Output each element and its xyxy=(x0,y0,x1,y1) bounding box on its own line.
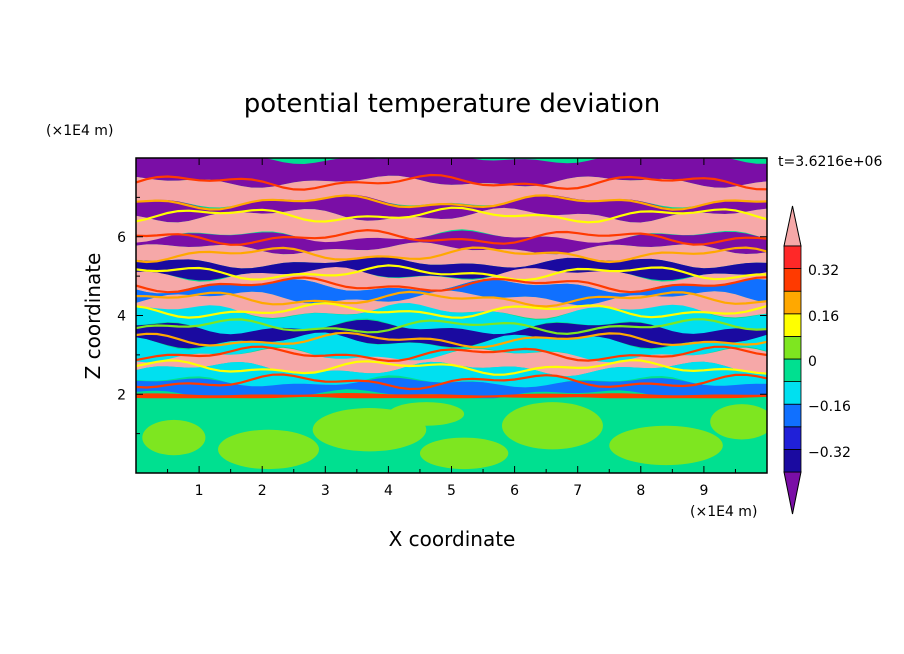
contour-streak xyxy=(136,246,767,264)
chart-title: potential temperature deviation xyxy=(244,89,660,119)
contour-band xyxy=(136,290,767,319)
contour-streak xyxy=(136,194,767,211)
colorbar-label: 0.32 xyxy=(808,263,839,279)
contour-streak xyxy=(136,228,767,246)
y-tick-label: 6 xyxy=(117,230,126,246)
contour-band xyxy=(136,393,767,400)
contour-band xyxy=(136,361,767,390)
contour-streak xyxy=(136,331,767,349)
x-unit-label: (×1E4 m) xyxy=(690,504,757,520)
contour-streak xyxy=(136,276,767,294)
contour-band xyxy=(136,158,767,188)
x-tick-label: 9 xyxy=(699,483,708,499)
x-tick-label: 4 xyxy=(384,483,393,499)
colorbar-swatch xyxy=(783,381,802,405)
x-tick-label: 1 xyxy=(195,483,204,499)
y-tick-label: 4 xyxy=(117,309,126,325)
colorbar-swatch xyxy=(783,313,802,337)
contour-field xyxy=(136,158,767,473)
x-tick-label: 6 xyxy=(510,483,519,499)
colorbar-swatch xyxy=(783,448,802,473)
colorbar-swatch xyxy=(783,335,802,360)
contour-band xyxy=(136,332,767,364)
contour-streak xyxy=(136,345,767,363)
colorbar-label: −0.32 xyxy=(808,445,851,461)
contour-patch xyxy=(388,402,465,426)
contour-streak xyxy=(136,264,767,282)
colorbar-swatch xyxy=(783,403,802,428)
y-axis: 2 4 6 xyxy=(117,196,767,435)
colorbar-swatch xyxy=(783,426,802,450)
y-axis-label: Z coordinate xyxy=(81,253,105,380)
colorbar-bottom-arrow xyxy=(783,471,802,515)
contour-patch xyxy=(710,404,767,440)
colorbar-label: −0.16 xyxy=(808,399,851,415)
contour-patch xyxy=(218,429,319,470)
contour-streak xyxy=(136,290,767,308)
x-tick-label: 2 xyxy=(258,483,267,499)
contour-streak xyxy=(136,206,767,224)
y-tick-label: 2 xyxy=(117,387,126,403)
x-tick-label: 3 xyxy=(321,483,330,499)
colorbar-swatch xyxy=(783,358,802,383)
colorbar-swatch xyxy=(783,290,802,315)
contour-patch xyxy=(142,419,206,456)
contour-streak xyxy=(136,173,767,191)
x-axis-label: X coordinate xyxy=(389,527,516,551)
contour-band xyxy=(136,347,767,377)
colorbar-label: 0.16 xyxy=(808,309,839,325)
contour-band xyxy=(136,303,767,336)
contour-streak xyxy=(136,302,767,319)
x-axis: 1 2 3 4 5 6 7 8 9 xyxy=(167,158,736,499)
contour-patch xyxy=(609,425,723,466)
colorbar-swatch xyxy=(783,268,802,292)
contour-band xyxy=(136,377,767,400)
contour-streak xyxy=(136,318,767,336)
contour-patch xyxy=(419,437,509,470)
contour-band xyxy=(136,267,767,294)
contour-band xyxy=(136,242,767,269)
contour-patch xyxy=(501,402,603,450)
colorbar-swatch xyxy=(783,245,802,270)
colorbar: 0.32 0.16 0 −0.16 −0.32 xyxy=(783,205,851,515)
time-label: t=3.6216e+06 xyxy=(778,154,882,170)
x-tick-label: 8 xyxy=(636,483,645,499)
contour-streak xyxy=(136,359,767,376)
x-tick-label: 5 xyxy=(447,483,456,499)
colorbar-label: 0 xyxy=(808,354,817,370)
contour-band xyxy=(136,278,767,306)
x-tick-label: 7 xyxy=(573,483,582,499)
colorbar-top-arrow xyxy=(783,205,802,247)
contour-streak xyxy=(136,373,767,391)
y-unit-label: (×1E4 m) xyxy=(46,123,113,139)
